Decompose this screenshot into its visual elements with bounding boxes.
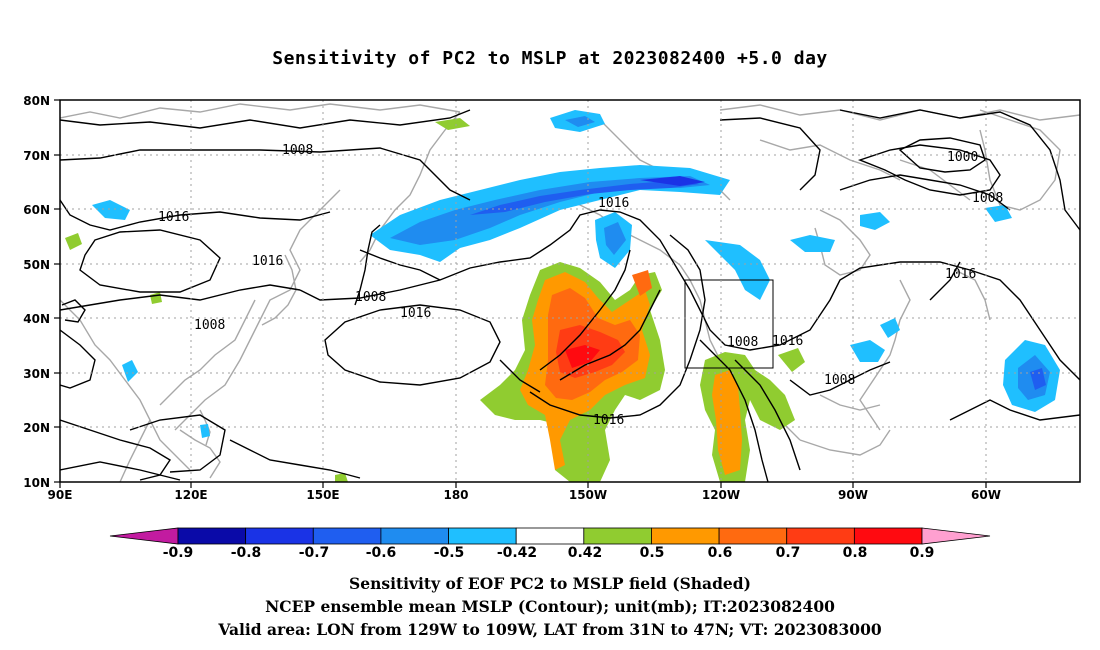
colorbar-label: 0.7 [776, 545, 801, 561]
longitude-labels: 90E 120E 150E 180 150W 120W 90W 60W [48, 488, 1001, 502]
contour-label: 1008 [972, 191, 1003, 206]
colorbar-label: 0.42 [568, 545, 603, 561]
caption-line-3: Valid area: LON from 129W to 109W, LAT f… [218, 620, 882, 639]
chart-title: Sensitivity of PC2 to MSLP at 2023082400… [272, 48, 828, 69]
contour-label: 1008 [194, 318, 225, 333]
map-frame [59, 99, 1081, 483]
axis-ticks [54, 99, 987, 488]
lon-label: 150E [306, 488, 339, 502]
latitude-labels: 80N 70N 60N 50N 40N 30N 20N 10N [23, 94, 50, 490]
colorbar-segment [448, 527, 517, 545]
colorbar-label: -0.7 [299, 545, 330, 561]
lat-label: 40N [23, 312, 50, 326]
colorbar-segment [718, 527, 788, 545]
lat-label: 10N [23, 476, 50, 490]
colorbar-label: 0.6 [708, 545, 733, 561]
lon-label: 150W [569, 488, 607, 502]
colorbar-segment [853, 527, 923, 545]
lon-label: 120W [702, 488, 740, 502]
contour-label: 1016 [400, 306, 431, 321]
contour-label: 1008 [282, 143, 313, 158]
colorbar-segment [380, 527, 449, 545]
lon-label: 90E [48, 488, 73, 502]
contour-label: 1016 [772, 334, 803, 349]
contour-label: 1008 [824, 373, 855, 388]
colorbar [109, 527, 991, 545]
lon-label: 60W [971, 488, 1001, 502]
lat-label: 80N [23, 94, 50, 108]
colorbar-label: -0.6 [366, 545, 397, 561]
colorbar-label: 0.5 [640, 545, 665, 561]
caption-line-2: NCEP ensemble mean MSLP (Contour); unit(… [265, 597, 835, 616]
colorbar-label: -0.8 [231, 545, 262, 561]
caption-line-1: Sensitivity of EOF PC2 to MSLP field (Sh… [349, 574, 751, 593]
valid-area-box [684, 279, 774, 369]
gridlines [60, 100, 1080, 482]
colorbar-segment [515, 527, 585, 545]
contour-label: 1000 [947, 150, 978, 165]
colorbar-segment [109, 527, 179, 545]
lon-label: 180 [443, 488, 468, 502]
lat-label: 70N [23, 149, 50, 163]
lat-label: 60N [23, 203, 50, 217]
lat-label: 30N [23, 367, 50, 381]
colorbar-segment [312, 527, 382, 545]
contour-label: 1016 [158, 210, 189, 225]
colorbar-labels: -0.9 -0.8 -0.7 -0.6 -0.5 -0.42 0.42 0.5 … [163, 545, 935, 561]
negative-sensitivity-shading [92, 110, 1060, 438]
contour-labels: 1008 1016 1016 1008 1008 1016 1016 1016 … [158, 143, 1003, 428]
contour-label: 1016 [593, 413, 624, 428]
colorbar-segment [177, 527, 247, 545]
colorbar-segment [921, 527, 991, 545]
mslp-contours [60, 109, 1080, 482]
lon-label: 120E [174, 488, 207, 502]
colorbar-label: 0.8 [843, 545, 868, 561]
colorbar-label: -0.5 [434, 545, 465, 561]
colorbar-segment [245, 527, 314, 545]
colorbar-label: 0.9 [910, 545, 935, 561]
colorbar-label: -0.9 [163, 545, 194, 561]
contour-label: 1008 [727, 335, 758, 350]
contour-label: 1016 [598, 196, 629, 211]
colorbar-segment [786, 527, 855, 545]
colorbar-segment [651, 527, 720, 545]
colorbar-label: -0.42 [497, 545, 537, 561]
lon-label: 90W [838, 488, 868, 502]
lat-label: 50N [23, 258, 50, 272]
contour-label: 1008 [355, 290, 386, 305]
lat-label: 20N [23, 421, 50, 435]
contour-label: 1016 [252, 254, 283, 269]
colorbar-segment [583, 527, 652, 545]
contour-label: 1016 [945, 267, 976, 282]
